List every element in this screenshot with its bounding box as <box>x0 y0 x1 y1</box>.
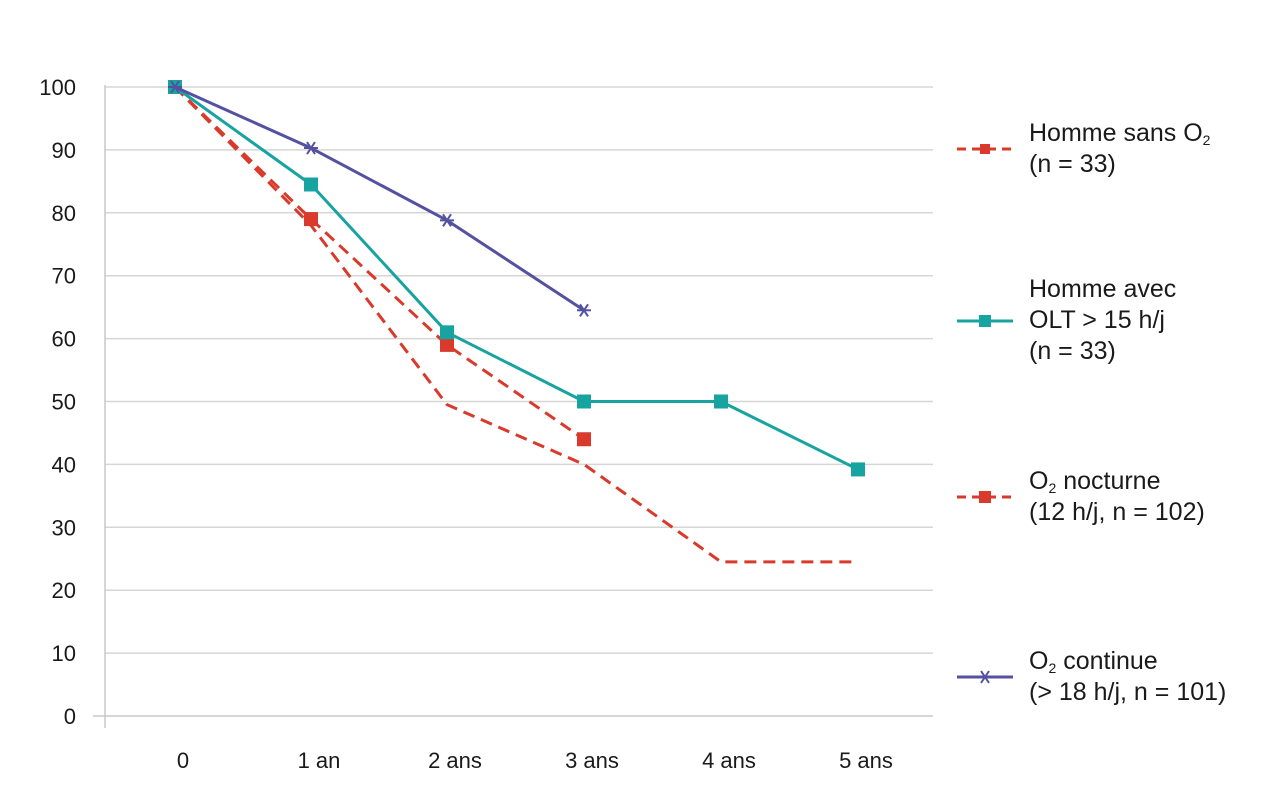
y-tick-label: 50 <box>52 390 76 415</box>
x-tick-label: 2 ans <box>428 748 482 773</box>
legend-swatch-s3 <box>957 491 1013 503</box>
y-tick-label: 0 <box>64 704 76 729</box>
data-point-s3 <box>577 432 591 447</box>
legend: Homme sans O2 (n = 33) Homme avec OLT > 15… <box>955 0 1275 812</box>
y-tick-label: 90 <box>52 138 76 163</box>
x-tick-label: 5 ans <box>839 748 893 773</box>
data-point-s4 <box>577 303 591 317</box>
y-tick-label: 60 <box>52 327 76 352</box>
y-tick-label: 100 <box>39 75 76 100</box>
series-line-s1 <box>173 85 858 564</box>
series-line-s4 <box>174 85 585 312</box>
y-tick-label: 10 <box>52 641 76 666</box>
legend-marker-s4 <box>978 670 992 684</box>
data-point-s2 <box>440 325 454 340</box>
x-tick-label: 4 ans <box>702 748 756 773</box>
series-line-s3 <box>173 85 585 441</box>
data-point-s3 <box>440 337 454 352</box>
x-tick-label: 3 ans <box>565 748 619 773</box>
data-point-s3 <box>304 212 318 227</box>
y-tick-label: 20 <box>52 578 76 603</box>
y-tick-label: 70 <box>52 264 76 289</box>
legend-item-o2-continue: O2 continue (> 18 h/j, n = 101) <box>955 646 1226 708</box>
data-point-s4 <box>304 141 318 155</box>
y-tick-label: 80 <box>52 201 76 226</box>
y-tick-label: 40 <box>52 452 76 477</box>
x-tick-label: 0 <box>177 748 189 773</box>
legend-item-o2-nocturne: O2 nocturne (12 h/j, n = 102) <box>955 466 1205 528</box>
y-tick-label: 30 <box>52 515 76 540</box>
legend-label-s2: Homme avec OLT > 15 h/j (n = 33) <box>1029 275 1177 365</box>
data-point-s2 <box>304 177 318 192</box>
legend-swatch-s1 <box>957 144 1013 154</box>
data-point-s4 <box>440 213 454 227</box>
legend-item-homme-sans-o2: Homme sans O2 (n = 33) <box>955 118 1210 180</box>
legend-marker-s2 <box>979 314 991 327</box>
legend-label-s4: O2 continue (> 18 h/j, n = 101) <box>1029 647 1227 706</box>
legend-swatch-s2 <box>957 314 1013 327</box>
data-point-s2 <box>851 462 865 477</box>
data-point-s2 <box>577 394 591 409</box>
x-tick-label: 1 an <box>298 748 341 773</box>
legend-label-s3: O2 nocturne (12 h/j, n = 102) <box>1029 467 1205 526</box>
legend-item-homme-avec-olt: Homme avec OLT > 15 h/j (n = 33) <box>955 274 1176 367</box>
legend-marker-s1 <box>980 144 990 154</box>
legend-marker-s3 <box>979 491 991 503</box>
legend-swatch-s4 <box>957 670 1013 684</box>
data-point-s4 <box>168 80 182 94</box>
series-line-s2 <box>174 85 859 471</box>
data-point-s2 <box>714 394 728 409</box>
legend-label-s1: Homme sans O2 (n = 33) <box>1029 119 1211 178</box>
